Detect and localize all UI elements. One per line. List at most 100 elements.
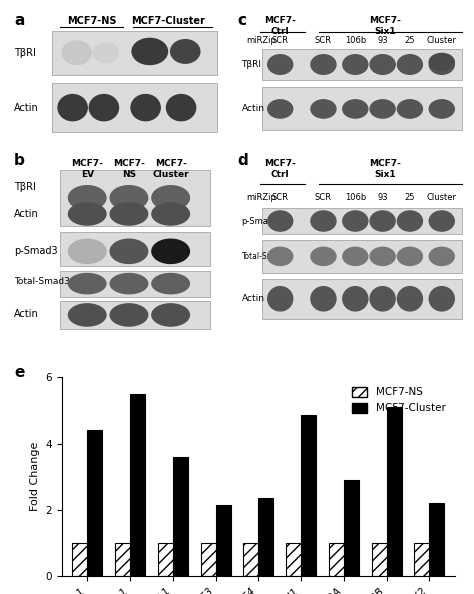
Text: 25: 25 bbox=[405, 36, 415, 46]
Ellipse shape bbox=[152, 304, 190, 326]
Ellipse shape bbox=[131, 94, 160, 121]
Bar bbox=[87, 430, 102, 576]
Ellipse shape bbox=[311, 287, 336, 311]
Text: SCR: SCR bbox=[315, 193, 332, 203]
Text: e: e bbox=[14, 365, 25, 380]
Text: MCF7-Cluster: MCF7-Cluster bbox=[132, 16, 206, 26]
Ellipse shape bbox=[268, 211, 293, 231]
Text: MCF7-
Ctrl: MCF7- Ctrl bbox=[264, 16, 296, 36]
Bar bbox=[60, 270, 210, 297]
Bar bbox=[216, 505, 230, 576]
Ellipse shape bbox=[311, 247, 336, 266]
Text: TβRI: TβRI bbox=[14, 48, 36, 58]
Bar bbox=[301, 415, 316, 576]
Text: TβRI: TβRI bbox=[14, 182, 36, 192]
Bar bbox=[60, 301, 210, 329]
Ellipse shape bbox=[429, 211, 454, 231]
Bar bbox=[60, 232, 210, 267]
Bar bbox=[414, 543, 429, 576]
Ellipse shape bbox=[110, 203, 148, 225]
Ellipse shape bbox=[171, 40, 200, 63]
Ellipse shape bbox=[370, 100, 395, 118]
Ellipse shape bbox=[152, 239, 190, 264]
Text: MCF7-NS: MCF7-NS bbox=[67, 16, 116, 26]
Text: MCF7-
Ctrl: MCF7- Ctrl bbox=[264, 159, 296, 179]
Text: SCR: SCR bbox=[272, 193, 289, 203]
Bar bbox=[258, 498, 273, 576]
Bar bbox=[52, 30, 217, 75]
Text: Total-Smad3: Total-Smad3 bbox=[242, 252, 289, 261]
Ellipse shape bbox=[68, 239, 106, 264]
Ellipse shape bbox=[370, 55, 395, 74]
Ellipse shape bbox=[370, 211, 395, 231]
Ellipse shape bbox=[397, 287, 422, 311]
Ellipse shape bbox=[343, 211, 368, 231]
Ellipse shape bbox=[429, 247, 454, 266]
Ellipse shape bbox=[429, 53, 454, 71]
Ellipse shape bbox=[132, 39, 167, 65]
Ellipse shape bbox=[68, 304, 106, 326]
Bar bbox=[115, 543, 130, 576]
Bar bbox=[372, 543, 387, 576]
Ellipse shape bbox=[110, 239, 148, 264]
Ellipse shape bbox=[397, 211, 422, 231]
Text: 106b: 106b bbox=[345, 193, 366, 203]
Text: SCR: SCR bbox=[315, 36, 332, 46]
Ellipse shape bbox=[110, 186, 148, 210]
Ellipse shape bbox=[152, 203, 190, 225]
Ellipse shape bbox=[370, 247, 395, 266]
Bar bbox=[262, 208, 462, 234]
Ellipse shape bbox=[311, 211, 336, 231]
Text: 93: 93 bbox=[377, 36, 388, 46]
Text: Actin: Actin bbox=[14, 309, 39, 319]
Bar bbox=[262, 279, 462, 319]
Text: 25: 25 bbox=[405, 193, 415, 203]
Text: 93: 93 bbox=[377, 193, 388, 203]
Text: MCF7-
Cluster: MCF7- Cluster bbox=[152, 159, 189, 179]
Text: Cluster: Cluster bbox=[427, 193, 457, 203]
Text: TβRI: TβRI bbox=[242, 60, 262, 69]
Bar bbox=[286, 543, 301, 576]
Text: Total-Smad3: Total-Smad3 bbox=[14, 277, 70, 286]
Ellipse shape bbox=[93, 43, 118, 62]
Text: SCR: SCR bbox=[272, 36, 289, 46]
Text: MCF7-
Six1: MCF7- Six1 bbox=[369, 16, 401, 36]
Text: b: b bbox=[14, 153, 25, 168]
Ellipse shape bbox=[343, 287, 368, 311]
Ellipse shape bbox=[397, 55, 422, 74]
Legend: MCF7-NS, MCF7-Cluster: MCF7-NS, MCF7-Cluster bbox=[347, 383, 450, 418]
Bar bbox=[329, 543, 344, 576]
Text: 106b: 106b bbox=[345, 36, 366, 46]
Text: miRZip: miRZip bbox=[246, 193, 276, 203]
Y-axis label: Fold Change: Fold Change bbox=[30, 442, 40, 511]
Text: Actin: Actin bbox=[242, 294, 264, 304]
Bar bbox=[344, 480, 359, 576]
Ellipse shape bbox=[429, 55, 454, 74]
Ellipse shape bbox=[152, 273, 190, 294]
Ellipse shape bbox=[397, 100, 422, 118]
Bar bbox=[262, 87, 462, 130]
Text: Actin: Actin bbox=[242, 105, 264, 113]
Text: p-Smad3: p-Smad3 bbox=[14, 247, 58, 257]
Ellipse shape bbox=[268, 55, 293, 74]
Text: miRZip: miRZip bbox=[246, 36, 276, 46]
Ellipse shape bbox=[152, 186, 190, 210]
Ellipse shape bbox=[311, 100, 336, 118]
Bar bbox=[201, 543, 216, 576]
Ellipse shape bbox=[62, 41, 91, 65]
Bar bbox=[243, 543, 258, 576]
Bar bbox=[429, 503, 444, 576]
Ellipse shape bbox=[397, 247, 422, 266]
Bar bbox=[52, 83, 217, 132]
Ellipse shape bbox=[370, 287, 395, 311]
Text: Actin: Actin bbox=[14, 103, 39, 113]
Ellipse shape bbox=[58, 94, 87, 121]
Text: MCF7-
NS: MCF7- NS bbox=[113, 159, 145, 179]
Ellipse shape bbox=[429, 100, 454, 118]
Text: Cluster: Cluster bbox=[427, 36, 457, 46]
Bar bbox=[130, 394, 145, 576]
Ellipse shape bbox=[268, 247, 293, 266]
Text: MCF7-
Six1: MCF7- Six1 bbox=[369, 159, 401, 179]
Bar bbox=[173, 457, 188, 576]
Bar bbox=[73, 543, 87, 576]
